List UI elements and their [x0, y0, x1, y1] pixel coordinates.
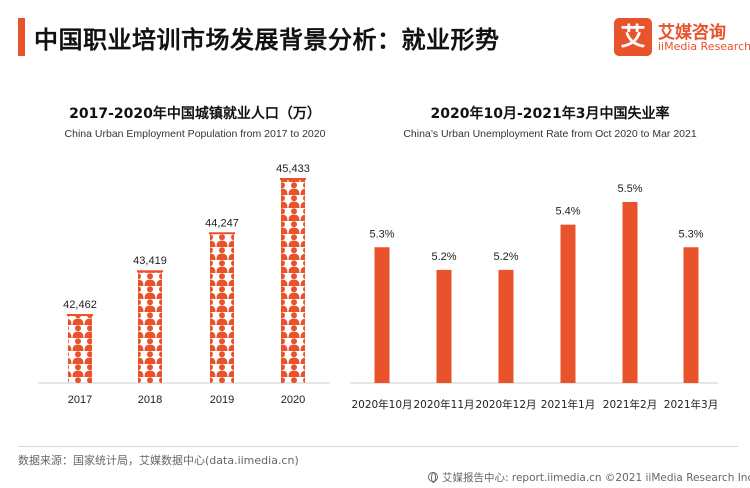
chart2-data-label: 5.3% [369, 228, 394, 240]
chart2-bar [560, 224, 576, 383]
chart1-tick-label: 2017 [68, 394, 92, 406]
chart1-data-label: 45,433 [276, 163, 310, 175]
chart1-bar [210, 234, 234, 383]
chart2-tick-label: 2021年2月 [603, 398, 657, 411]
chart2-data-label: 5.4% [555, 206, 580, 218]
credit-text: 艾媒报告中心: report.iimedia.cn ©2021 iiMedia … [442, 472, 750, 484]
chart2-data-label: 5.2% [493, 251, 518, 263]
chart1-bar [281, 180, 305, 383]
page-title: 中国职业培训市场发展背景分析：就业形势 [34, 26, 500, 54]
chart1-tick-label: 2020 [281, 394, 305, 406]
chart2-tick-label: 2021年3月 [664, 398, 718, 411]
data-source: 数据来源：国家统计局，艾媒数据中心(data.iimedia.cn) [18, 454, 299, 467]
chart1-data-label: 43,419 [133, 255, 167, 267]
chart1-subtitle: China Urban Employment Population from 2… [64, 128, 326, 140]
chart1-bar [68, 316, 92, 383]
chart2-tick-label: 2020年11月 [413, 398, 474, 411]
logo-chinese-name: 艾媒咨询 [658, 23, 726, 43]
copyright-credit: 艾媒报告中心: report.iimedia.cn ©2021 iiMedia … [428, 470, 750, 485]
chart1-tick-label: 2019 [210, 394, 234, 406]
chart2-data-label: 5.2% [431, 251, 456, 263]
chart2-data-label: 5.5% [617, 183, 642, 195]
globe-icon [428, 472, 438, 483]
footer-divider [18, 446, 738, 447]
chart2-bar [436, 269, 452, 383]
chart2-bar [498, 269, 514, 383]
chart1-bar [138, 272, 162, 383]
chart2-subtitle: China’s Urban Unemployment Rate from Oct… [403, 128, 697, 140]
iimedia-logo: 艾 艾媒咨询 iiMedia Research [614, 18, 750, 56]
chart2-tick-label: 2020年10月 [351, 398, 412, 411]
chart2-bar [622, 202, 638, 383]
chart1-title: 2017-2020年中国城镇就业人口（万） [69, 106, 321, 122]
chart1-data-label: 44,247 [205, 217, 239, 229]
chart2-data-label: 5.3% [678, 228, 703, 240]
chart1-tick-label: 2018 [138, 394, 162, 406]
chart2-title: 2020年10月-2021年3月中国失业率 [430, 106, 670, 122]
chart2-bar [683, 247, 699, 383]
title-accent-bar [18, 18, 25, 56]
chart2-tick-label: 2020年12月 [475, 398, 536, 411]
chart1-data-label: 42,462 [63, 299, 97, 311]
logo-mark: 艾 [614, 18, 652, 56]
logo-english-name: iiMedia Research [658, 40, 750, 53]
chart2-bar [374, 247, 390, 383]
chart2-tick-label: 2021年1月 [541, 398, 595, 411]
